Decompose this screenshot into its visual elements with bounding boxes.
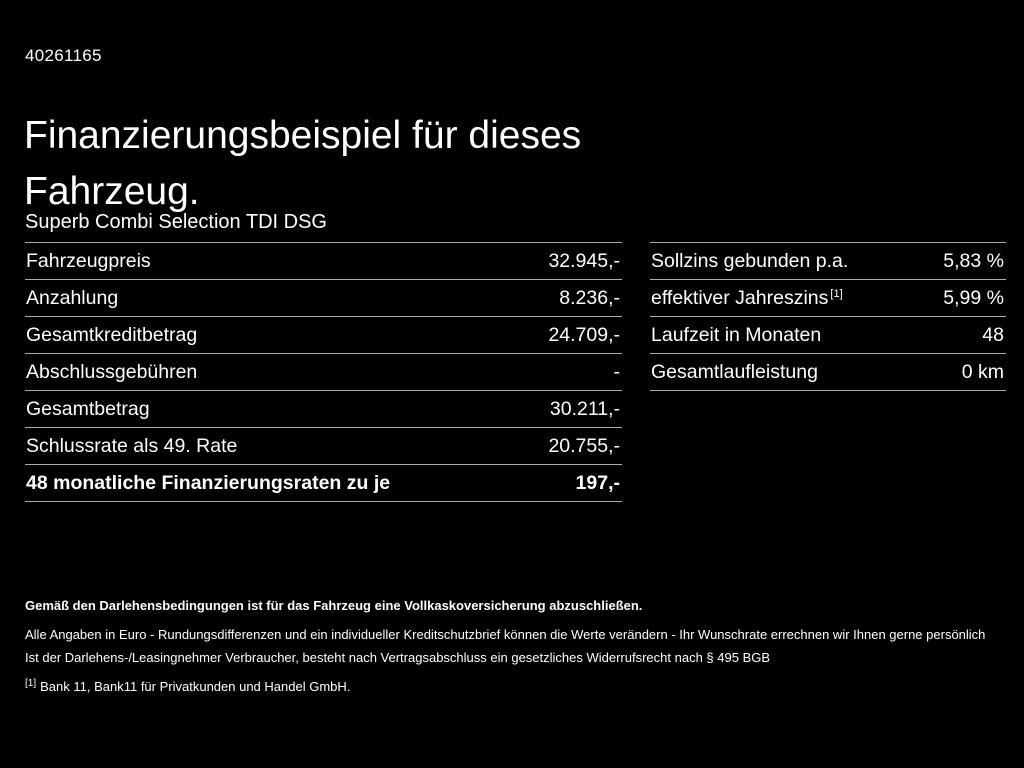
row-value: 32.945,- <box>548 250 620 272</box>
row-label: Abschlussgebühren <box>26 361 198 383</box>
finance-table: Fahrzeugpreis 32.945,- Anzahlung 8.236,-… <box>25 242 622 502</box>
disclaimer-line-2: Ist der Darlehens-/Leasingnehmer Verbrau… <box>25 650 771 665</box>
page-title: Finanzierungsbeispiel für dieses Fahrzeu… <box>24 108 581 220</box>
row-value: 5,99 % <box>943 287 1004 309</box>
footnote-marker: [1] <box>25 677 37 689</box>
table-row: Abschlussgebühren - <box>25 353 622 390</box>
row-label: Gesamtlaufleistung <box>651 361 818 383</box>
row-label: Gesamtkreditbetrag <box>26 324 198 346</box>
row-label: effektiver Jahreszins [1] <box>651 287 843 309</box>
footnote-reference: [1] <box>830 287 843 300</box>
insurance-note: Gemäß den Darlehensbedingungen ist für d… <box>25 598 643 613</box>
bank-footnote: [1] Bank 11, Bank11 für Privatkunden und … <box>25 678 1004 695</box>
row-label: Sollzins gebunden p.a. <box>651 250 849 272</box>
row-value: 30.211,- <box>549 398 620 420</box>
row-value: 197,- <box>575 472 620 494</box>
vehicle-model-subtitle: Superb Combi Selection TDI DSG <box>25 211 327 233</box>
page-title-line1: Finanzierungsbeispiel für dieses <box>24 114 582 158</box>
table-row: Gesamtbetrag 30.211,- <box>25 390 622 427</box>
row-label: Anzahlung <box>26 287 119 309</box>
row-value: 20.755,- <box>548 435 620 457</box>
footnote-text: Bank 11, Bank11 für Privatkunden und Han… <box>40 679 351 694</box>
disclaimer-line-1: Alle Angaben in Euro - Rundungsdifferenz… <box>25 627 986 642</box>
row-label: 48 monatliche Finanzierungsraten zu je <box>26 472 391 494</box>
table-row-monthly-rate: 48 monatliche Finanzierungsraten zu je 1… <box>25 464 622 501</box>
conditions-table: Sollzins gebunden p.a. 5,83 % effektiver… <box>650 242 1006 391</box>
table-row: Anzahlung 8.236,- <box>25 279 622 316</box>
page-title-line2: Fahrzeug. <box>24 170 200 214</box>
row-label-text: effektiver Jahreszins <box>651 287 829 309</box>
row-value: 8.236,- <box>559 287 620 309</box>
table-row: Laufzeit in Monaten 48 <box>650 316 1006 353</box>
table-row: effektiver Jahreszins [1] 5,99 % <box>650 279 1006 316</box>
row-value: 5,83 % <box>943 250 1004 272</box>
table-row: Gesamtlaufleistung 0 km <box>650 353 1006 390</box>
row-label: Laufzeit in Monaten <box>651 324 822 346</box>
table-row: Fahrzeugpreis 32.945,- <box>25 242 622 279</box>
row-value: - <box>613 361 621 383</box>
row-value: 0 km <box>961 361 1004 383</box>
table-row: Schlussrate als 49. Rate 20.755,- <box>25 427 622 464</box>
row-label: Gesamtbetrag <box>26 398 150 420</box>
vehicle-id: 40261165 <box>25 46 102 65</box>
row-label: Schlussrate als 49. Rate <box>26 435 238 457</box>
row-label: Fahrzeugpreis <box>26 250 151 272</box>
table-row: Gesamtkreditbetrag 24.709,- <box>25 316 622 353</box>
row-value: 48 <box>982 324 1004 346</box>
footer-disclaimers: Gemäß den Darlehensbedingungen ist für d… <box>25 597 1004 708</box>
table-row: Sollzins gebunden p.a. 5,83 % <box>650 242 1006 279</box>
row-value: 24.709,- <box>548 324 620 346</box>
